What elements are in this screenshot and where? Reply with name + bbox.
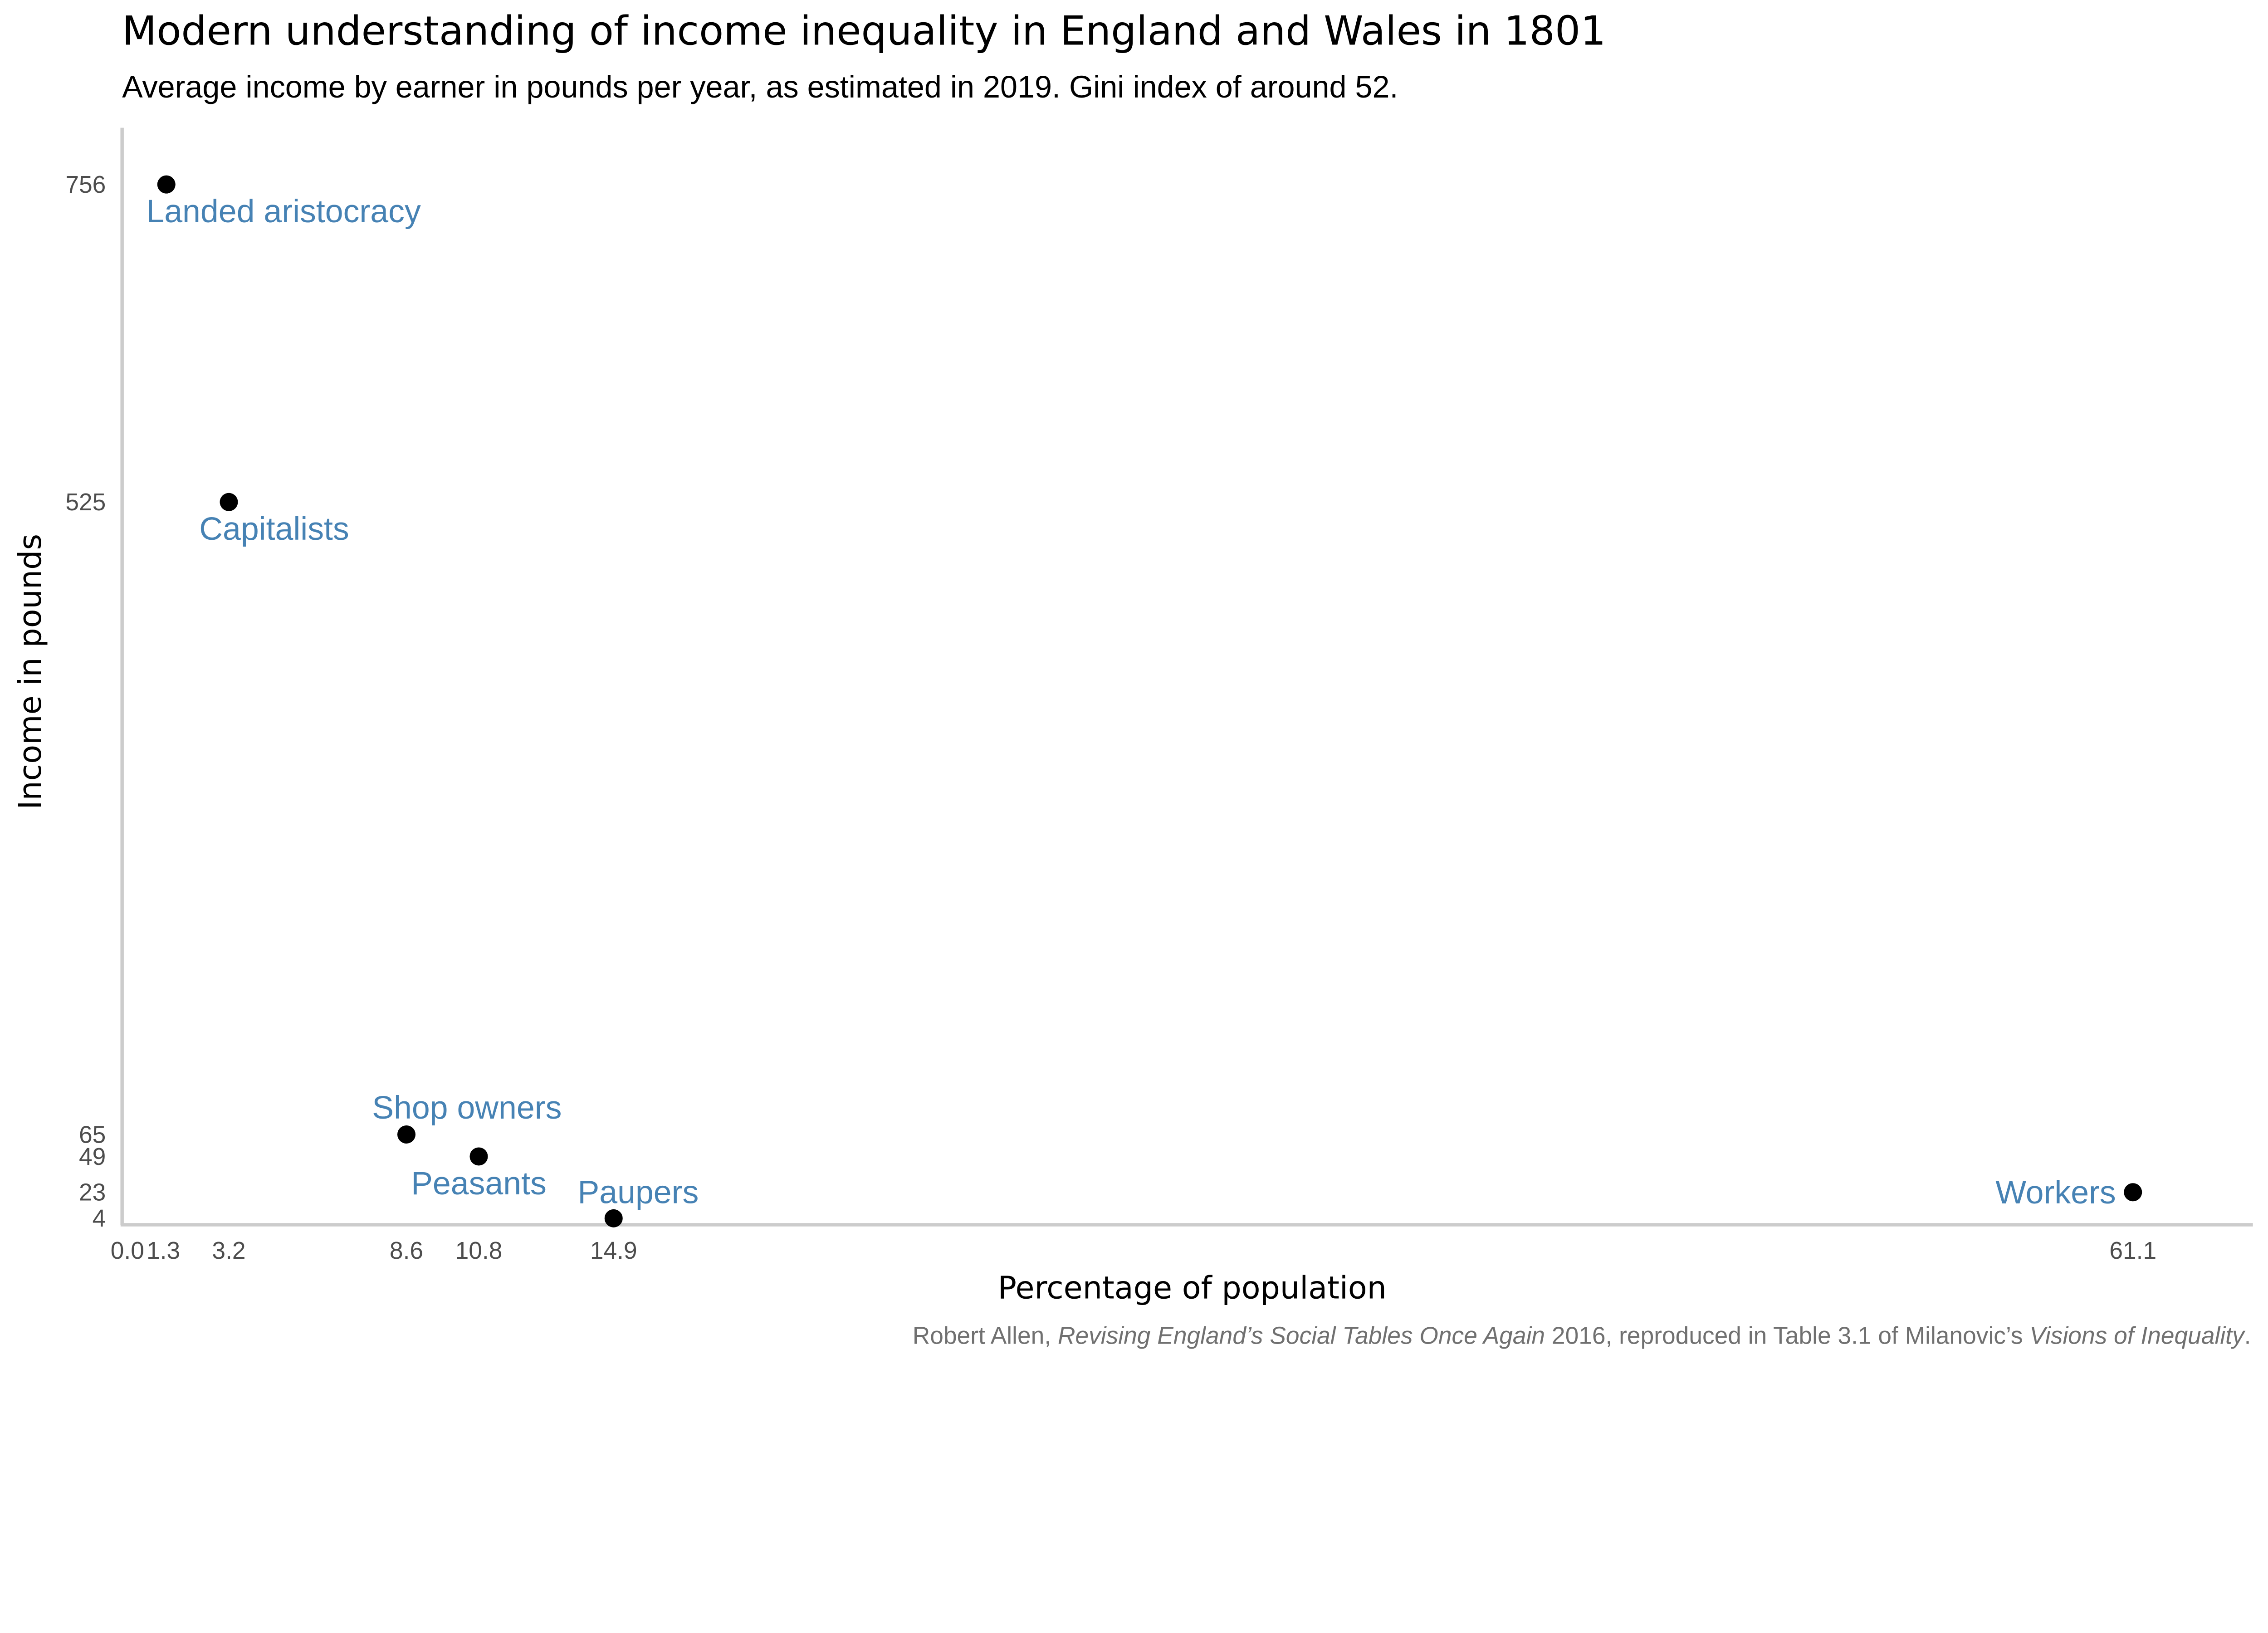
point-label: Workers [1995,1174,2116,1211]
data-points: Landed aristocracy Capitalists Shop owners… [146,175,2142,1227]
x-tick-label: 14.9 [590,1237,637,1264]
point-label: Paupers [577,1174,699,1211]
x-tick-label: 61.1 [2109,1237,2156,1264]
data-point [397,1125,415,1144]
data-point [220,493,238,511]
y-axis-title: Income in pounds [13,534,49,810]
point-label: Shop owners [372,1090,562,1126]
y-tick-label: 23 [79,1179,106,1206]
y-tick-label: 49 [79,1144,106,1170]
caption-part: Robert Allen, [913,1323,1058,1349]
point-label: Landed aristocracy [146,193,421,230]
caption-part: . [2244,1323,2251,1349]
y-tick-label: 4 [93,1205,106,1232]
x-tick-label: 8.6 [390,1237,423,1264]
point-label: Capitalists [199,511,349,547]
caption-part: Revising England’s Social Tables Once Ag… [1058,1323,1545,1349]
y-tick-label: 65 [79,1121,106,1148]
caption-part: Visions of Inequality [2029,1323,2246,1349]
y-tick-label: 525 [65,489,106,516]
caption-part: 2016, reproduced in Table 3.1 of Milanov… [1545,1323,2029,1349]
point-label: Peasants [411,1165,547,1202]
x-tick-labels: 0.0 1.3 3.2 8.6 10.8 14.9 61.1 [111,1237,2156,1264]
x-tick-label: 3.2 [212,1237,245,1264]
scatter-chart: Modern understanding of income inequalit… [13,7,2253,1349]
data-point [157,175,176,194]
y-tick-label: 756 [65,171,106,198]
chart-subtitle: Average income by earner in pounds per y… [122,70,1398,104]
data-point [469,1147,488,1166]
x-axis-title: Percentage of population [998,1271,1387,1306]
source-caption: Robert Allen, Revising England’s Social … [913,1323,2251,1349]
data-point [2124,1183,2142,1202]
x-tick-label: 1.3 [147,1237,180,1264]
data-point [604,1209,623,1227]
x-tick-label: 10.8 [455,1237,503,1264]
x-tick-label: 0.0 [111,1237,144,1264]
chart-title: Modern understanding of income inequalit… [122,7,1606,54]
